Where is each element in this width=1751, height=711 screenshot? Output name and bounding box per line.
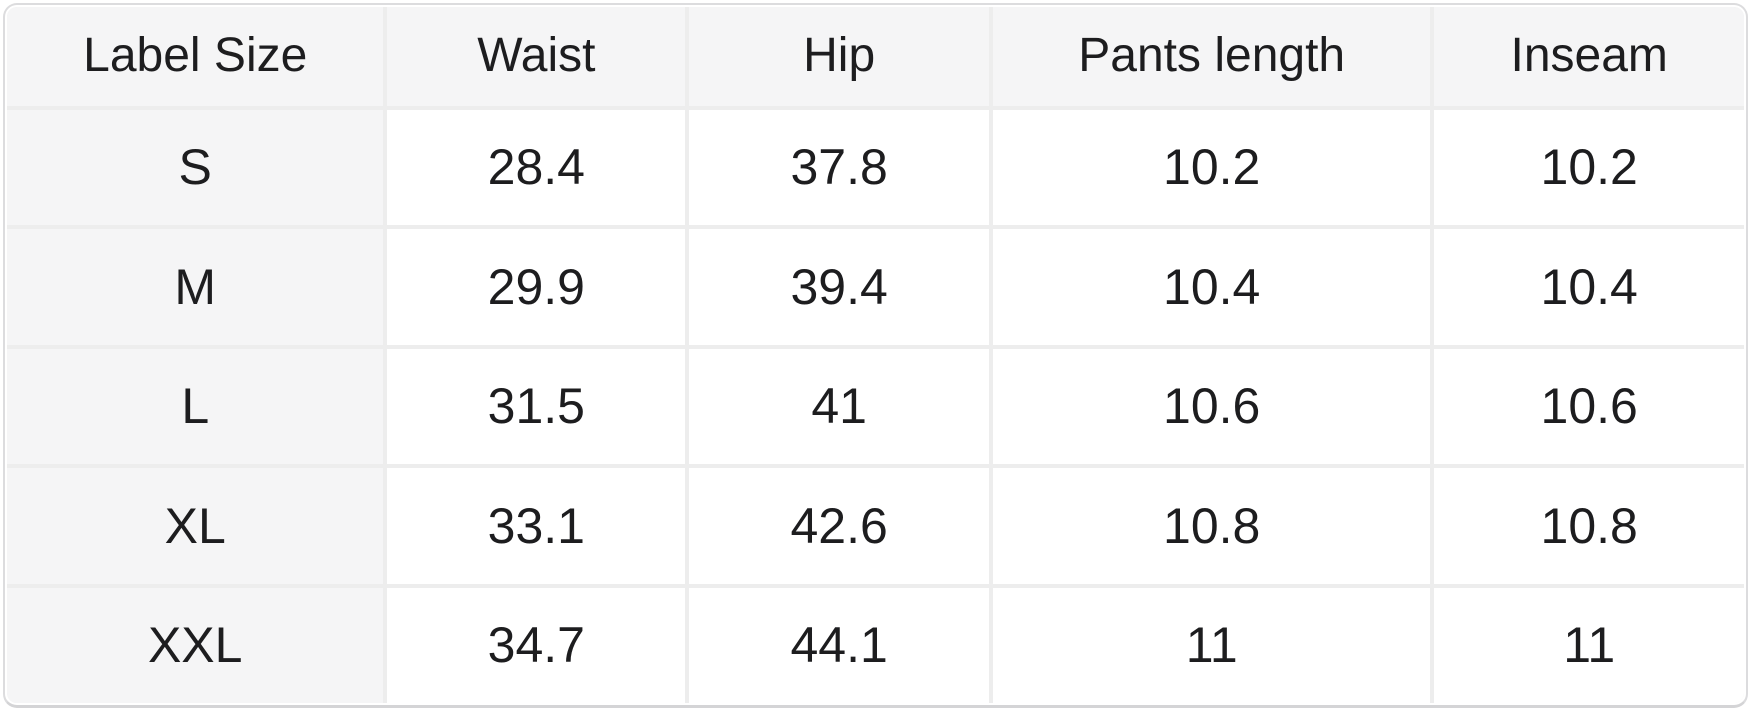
data-cell: 10.4 — [1434, 229, 1744, 345]
data-cell: 44.1 — [689, 587, 990, 703]
data-cell: 42.6 — [689, 468, 990, 584]
data-cell: 31.5 — [387, 348, 686, 465]
data-cell: 10.6 — [1434, 348, 1744, 465]
header-cell-waist: Waist — [387, 7, 686, 106]
data-cell: 10.6 — [993, 348, 1431, 465]
header-cell-pants-length: Pants length — [993, 7, 1431, 106]
data-cell: 29.9 — [387, 229, 686, 345]
row-label-cell: L — [7, 348, 384, 465]
row-label-cell: S — [7, 109, 384, 226]
data-cell: 10.8 — [993, 468, 1431, 584]
data-cell: 33.1 — [387, 468, 686, 584]
data-cell: 39.4 — [689, 229, 990, 345]
data-cell: 10.2 — [1434, 109, 1744, 226]
data-cell: 28.4 — [387, 109, 686, 226]
data-cell: 10.8 — [1434, 468, 1744, 584]
data-cell: 34.7 — [387, 587, 686, 703]
header-cell-hip: Hip — [689, 7, 990, 106]
header-cell-inseam: Inseam — [1434, 7, 1744, 106]
row-label-cell: XXL — [7, 587, 384, 703]
header-cell-label-size: Label Size — [7, 7, 384, 106]
data-cell: 10.4 — [993, 229, 1431, 345]
row-label-cell: M — [7, 229, 384, 345]
size-chart-table: Label Size Waist Hip Pants length Inseam… — [3, 3, 1748, 708]
data-cell: 11 — [993, 587, 1431, 703]
data-cell: 11 — [1434, 587, 1744, 703]
size-chart-grid: Label Size Waist Hip Pants length Inseam… — [7, 7, 1744, 703]
row-label-cell: XL — [7, 468, 384, 584]
data-cell: 37.8 — [689, 109, 990, 226]
data-cell: 10.2 — [993, 109, 1431, 226]
data-cell: 41 — [689, 348, 990, 465]
